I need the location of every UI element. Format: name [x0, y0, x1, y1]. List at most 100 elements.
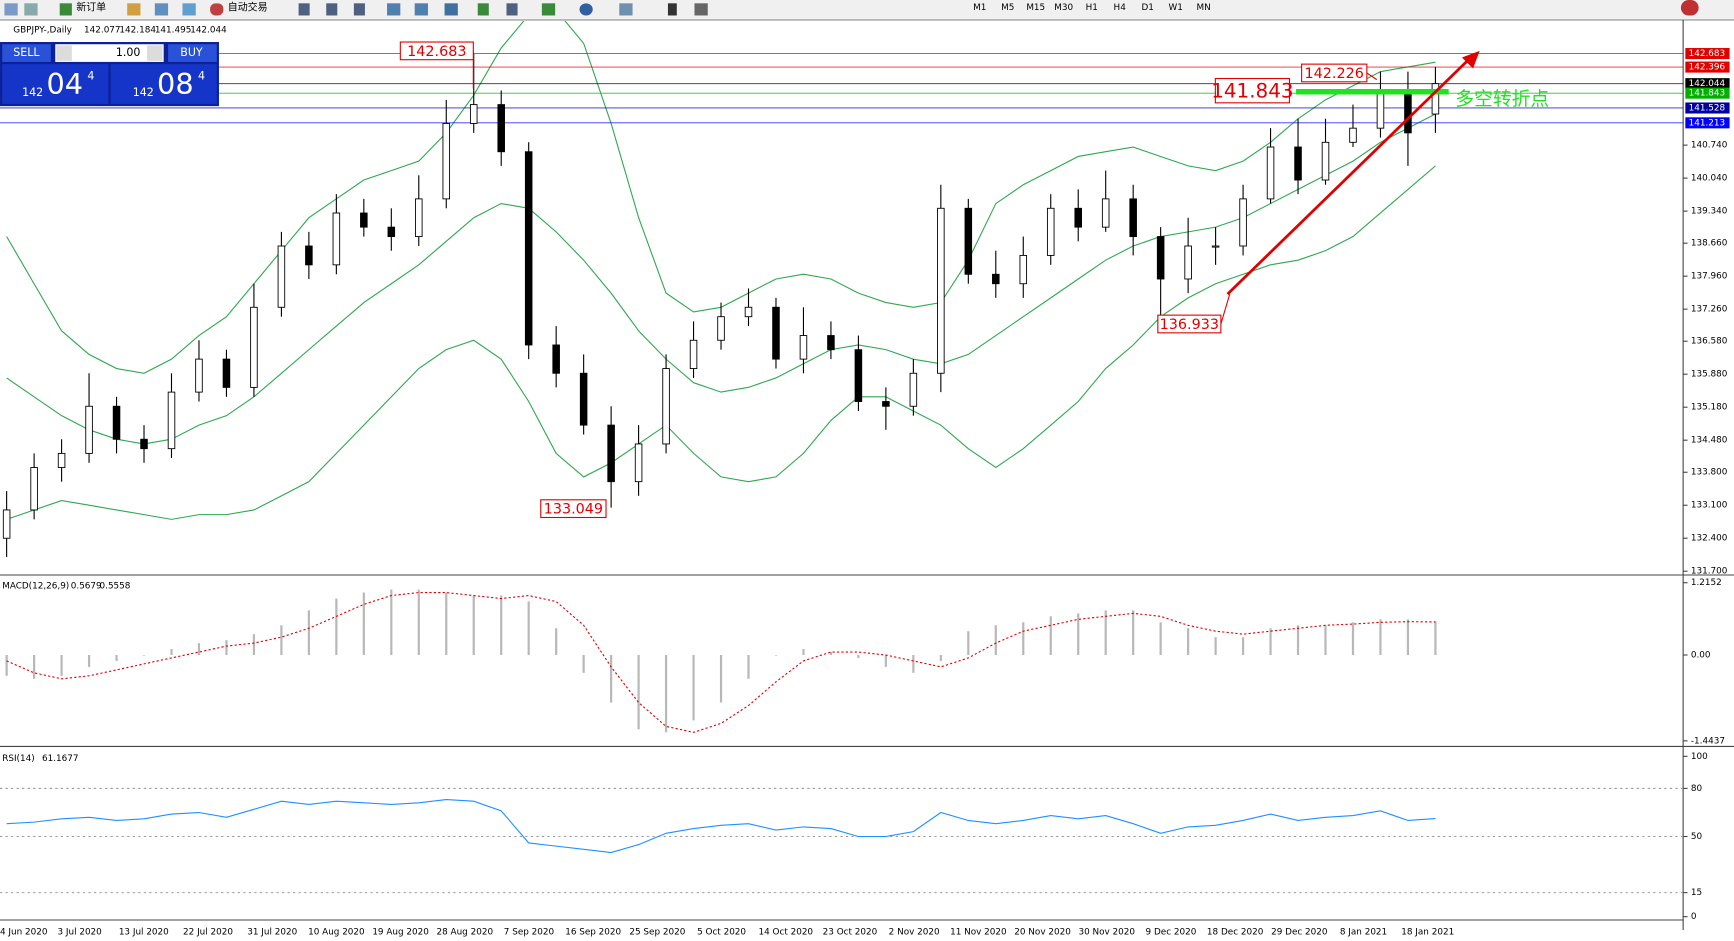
price-label: 141.843 — [1689, 89, 1726, 99]
y-tick-label: -1.4437 — [1691, 736, 1725, 746]
candle-body — [2, 509, 11, 539]
macd-bar — [115, 655, 118, 661]
candle-body — [415, 198, 423, 238]
toolbar — [0, 0, 1734, 19]
ohlc-value: 142.184 — [119, 25, 156, 35]
annotation-box — [1214, 77, 1290, 104]
x-tick-label: 16 Sep 2020 — [565, 928, 621, 938]
sell-price-box[interactable] — [2, 64, 109, 104]
timeframe-button[interactable]: M30 — [1054, 3, 1073, 13]
macd-bar — [1159, 622, 1162, 656]
x-tick-label: 11 Nov 2020 — [950, 928, 1007, 938]
macd-bar — [719, 655, 723, 703]
annotation-box — [399, 41, 474, 61]
timeframe-button[interactable]: M5 — [1001, 3, 1014, 13]
price-label-bg — [1685, 48, 1730, 60]
candle-body — [1294, 146, 1302, 181]
macd-bar — [637, 655, 640, 730]
macd-bar — [1324, 625, 1327, 656]
y-tick-label: 0 — [1691, 912, 1697, 922]
macd-signal — [6, 592, 1436, 733]
macd-bar — [802, 649, 805, 656]
timeframe-button[interactable]: M15 — [1026, 3, 1045, 13]
candle-body — [1349, 127, 1357, 143]
x-tick-label: 10 Aug 2020 — [308, 928, 365, 938]
candle-body — [1046, 207, 1055, 256]
indicator-title: RSI(14) — [2, 754, 34, 764]
ohlc-value: 141.495 — [155, 25, 192, 35]
lots-value[interactable]: 1.00 — [116, 46, 141, 59]
macd-bar — [362, 592, 365, 656]
price-label-bg — [1685, 117, 1730, 129]
x-tick-label: 31 Jul 2020 — [247, 928, 297, 938]
annotation-leader — [1220, 293, 1231, 325]
timeframe-button[interactable]: D1 — [1141, 3, 1153, 13]
band-middle — [6, 113, 1436, 445]
candle-body — [305, 245, 313, 266]
candle-body — [717, 316, 725, 341]
timeframe-bar: M1 M5 M15 M30 H1 H4 D1 W1 MN — [973, 3, 1211, 13]
price-label-bg — [1685, 78, 1730, 90]
annotation-text: 133.049 — [544, 502, 603, 518]
x-tick-label: 30 Nov 2020 — [1078, 928, 1135, 938]
buy-button[interactable] — [168, 44, 217, 62]
y-tick-label: 140.040 — [1691, 174, 1728, 184]
macd-bar — [1296, 625, 1300, 656]
y-tick-label: 50 — [1691, 832, 1703, 842]
y-tick-label: 139.340 — [1691, 207, 1728, 217]
macd-bar — [500, 595, 503, 656]
indicator-value: 0.5558 — [100, 582, 131, 592]
sell-button[interactable] — [2, 44, 51, 62]
auto-trading-icon[interactable] — [210, 3, 224, 16]
y-tick-label: 140.740 — [1691, 141, 1728, 151]
macd-bar — [582, 655, 585, 673]
macd-bar — [307, 610, 310, 656]
timeframe-button[interactable]: H1 — [1086, 3, 1098, 13]
macd-bar — [555, 628, 558, 656]
candle-body — [1404, 90, 1412, 134]
price-label: 142.683 — [1689, 49, 1726, 59]
lots-input[interactable] — [55, 44, 164, 62]
candle-body — [1019, 254, 1028, 285]
candle-body — [1431, 83, 1440, 115]
candle-body — [1184, 245, 1192, 280]
timeframe-button[interactable]: H4 — [1114, 3, 1127, 13]
timeframe-button[interactable]: MN — [1197, 3, 1211, 13]
candle-body — [30, 467, 38, 511]
candle-body — [112, 405, 121, 440]
sell-price-big: 142 — [22, 86, 43, 99]
buy-price-box[interactable] — [110, 64, 217, 104]
candle-body — [167, 391, 176, 450]
x-tick-label: 7 Sep 2020 — [504, 928, 555, 938]
timeframe-button[interactable]: M1 — [973, 3, 986, 13]
sell-label[interactable]: SELL — [13, 46, 40, 59]
y-tick-label: 137.960 — [1691, 272, 1728, 282]
candle-body — [937, 207, 945, 374]
macd-bar — [747, 655, 750, 679]
buy-label[interactable]: BUY — [180, 46, 203, 59]
price-label-bg — [1685, 102, 1730, 114]
macd-bar — [1214, 637, 1217, 656]
annotation-box — [540, 499, 607, 519]
annotation-text: 141.843 — [1211, 79, 1293, 102]
new-order-button[interactable]: 新订单 — [76, 1, 106, 14]
macd-bar — [939, 655, 942, 661]
macd-bar — [664, 655, 668, 733]
macd-bar — [1104, 610, 1107, 656]
toolbar-icons — [4, 0, 1699, 16]
x-tick-label: 2 Nov 2020 — [889, 928, 940, 938]
y-tick-label: 135.180 — [1691, 403, 1728, 413]
y-tick-label: 133.100 — [1691, 501, 1728, 511]
candle-body — [579, 372, 588, 426]
x-tick-label: 23 Oct 2020 — [823, 928, 878, 938]
macd-bar — [197, 643, 201, 656]
auto-trading-button[interactable]: 自动交易 — [228, 1, 268, 14]
price-label-bg — [1685, 61, 1730, 73]
macd-bar — [1406, 619, 1410, 656]
timeframe-button[interactable]: W1 — [1168, 3, 1182, 13]
new-order-icon[interactable] — [59, 3, 72, 16]
macd-bar — [1077, 613, 1080, 656]
candle-body — [1129, 198, 1137, 238]
candle-body — [882, 401, 890, 407]
y-tick-label: 80 — [1691, 784, 1703, 794]
